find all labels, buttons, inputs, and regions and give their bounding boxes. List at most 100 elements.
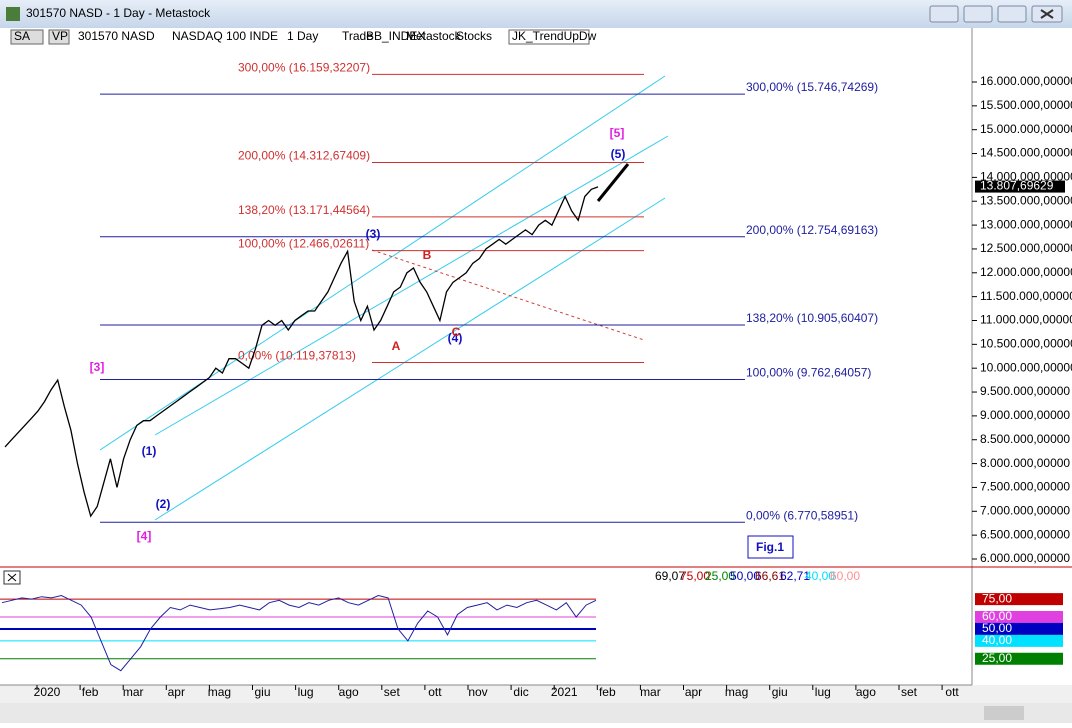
- x-tick-label: mar: [123, 685, 144, 699]
- x-tick-label: feb: [82, 685, 99, 699]
- y-tick-label: 7.500.000,00000: [980, 480, 1070, 494]
- wave-label: [5]: [610, 126, 625, 140]
- x-tick-label: nov: [468, 685, 487, 699]
- x-tick-label: apr: [168, 685, 185, 699]
- indicator-value: 69,07: [655, 569, 685, 583]
- osc-level-tag: [975, 611, 1063, 624]
- scroll-thumb[interactable]: [984, 706, 1024, 720]
- x-tick-label: lug: [815, 685, 831, 699]
- x-tick-label: ott: [945, 685, 959, 699]
- osc-level-label: 25,00: [982, 651, 1012, 665]
- osc-level-tag: [975, 652, 1063, 665]
- fib-label: 100,00% (9.762,64057): [746, 366, 871, 380]
- indicator-value: 40,00: [805, 569, 835, 583]
- last-price-tag: [975, 180, 1065, 193]
- wave-label: (5): [611, 147, 626, 161]
- y-tick-label: 9.500.000,00000: [980, 384, 1070, 398]
- y-tick-label: 14.000.000,00000: [980, 170, 1072, 184]
- y-tick-label: 11.000.000,00000: [980, 313, 1072, 327]
- fib-label: 100,00% (12.466,02611): [238, 237, 369, 251]
- oscillator-line: [1, 594, 597, 672]
- y-tick-label: 9.000.000,00000: [980, 408, 1070, 422]
- fib-label: 0,00% (6.770,58951): [746, 508, 858, 522]
- toolbar-item[interactable]: VP: [52, 29, 68, 43]
- x-tick-label: set: [901, 685, 918, 699]
- y-tick-label: 6.000.000,00000: [980, 551, 1070, 565]
- osc-level-tag: [975, 593, 1063, 606]
- osc-level-label: 60,00: [982, 609, 1012, 623]
- x-tick-label: lug: [298, 685, 314, 699]
- toolbar-item[interactable]: SA: [14, 29, 30, 43]
- indicator-value: 60,00: [830, 569, 860, 583]
- indicator-value: 75,00: [680, 569, 710, 583]
- y-tick-label: 8.000.000,00000: [980, 456, 1070, 470]
- restore-button[interactable]: [929, 5, 959, 23]
- y-tick-label: 13.500.000,00000: [980, 193, 1072, 207]
- indicator-value: 25,00: [705, 569, 735, 583]
- wave-label: [4]: [137, 529, 152, 543]
- app-icon: [6, 7, 20, 21]
- indicator-value: 66,61: [755, 569, 785, 583]
- scrollbar[interactable]: [0, 703, 1072, 723]
- fib-label: 138,20% (10.905,60407): [746, 311, 878, 325]
- last-price-label: 13.807,69629: [980, 179, 1054, 193]
- y-tick-label: 15.500.000,00000: [980, 98, 1072, 112]
- x-tick-label: mag: [725, 685, 748, 699]
- toolbar-item[interactable]: 301570 NASD: [78, 29, 155, 43]
- fib-label: 200,00% (12.754,69163): [746, 223, 878, 237]
- osc-level-label: 50,00: [982, 621, 1012, 635]
- fib-label: 300,00% (15.746,74269): [746, 80, 878, 94]
- fib-label: 200,00% (14.312,67409): [238, 149, 370, 163]
- y-tick-label: 16.000.000,00000: [980, 74, 1072, 88]
- wave-label: (1): [142, 444, 157, 458]
- window-buttons: [929, 5, 1063, 23]
- y-tick-label: 10.500.000,00000: [980, 337, 1072, 351]
- y-tick-label: 7.000.000,00000: [980, 503, 1070, 517]
- annotation-box: [747, 535, 794, 559]
- maximize-button[interactable]: [997, 5, 1027, 23]
- x-tick-label: 2020: [34, 685, 61, 699]
- wave-label: (2): [156, 497, 171, 511]
- indicator-value: 62,71: [780, 569, 810, 583]
- wave-label: [3]: [90, 360, 105, 374]
- toolbar-item[interactable]: Stocks: [456, 29, 492, 43]
- price-line: [4, 186, 599, 518]
- y-tick-label: 10.000.000,00000: [980, 360, 1072, 374]
- y-tick-label: 12.500.000,00000: [980, 241, 1072, 255]
- toolbar-box[interactable]: [10, 29, 44, 45]
- toolbar-box[interactable]: [508, 29, 590, 45]
- wave-label: A: [392, 339, 401, 353]
- wave-label: (4): [448, 331, 463, 345]
- y-tick-label: 15.000.000,00000: [980, 122, 1072, 136]
- x-tick-label: dic: [513, 685, 528, 699]
- toolbar-item[interactable]: NASDAQ 100 INDE: [172, 29, 278, 43]
- x-tick-label: apr: [685, 685, 702, 699]
- toolbar-box[interactable]: [48, 29, 70, 45]
- fib-label: 300,00% (16.159,32207): [238, 61, 370, 75]
- osc-level-tag: [975, 622, 1063, 635]
- indicator-value: 50,00: [730, 569, 760, 583]
- fib-label: 0,00% (10.119,37813): [238, 349, 356, 363]
- toolbar-item[interactable]: Metastock: [406, 29, 462, 43]
- minimize-button[interactable]: [963, 5, 993, 23]
- x-tick-label: 2021: [551, 685, 578, 699]
- annotation: Fig.1: [756, 540, 784, 554]
- y-tick-label: 14.500.000,00000: [980, 146, 1072, 160]
- toolbar-item[interactable]: 1 Day: [287, 29, 318, 43]
- wave-label: (3): [366, 227, 381, 241]
- x-tick-label: giu: [772, 685, 788, 699]
- x-tick-label: mag: [208, 685, 231, 699]
- toolbar-item[interactable]: JK_TrendUpDw: [512, 29, 597, 43]
- toolbar-item[interactable]: Trade: [342, 29, 373, 43]
- x-tick-label: ago: [339, 685, 359, 699]
- y-tick-label: 11.500.000,00000: [980, 289, 1072, 303]
- fib-label: 138,20% (13.171,44564): [238, 203, 370, 217]
- wave-label: C: [452, 325, 461, 339]
- x-tick-label: set: [384, 685, 401, 699]
- osc-level-label: 75,00: [982, 591, 1012, 605]
- toolbar-item[interactable]: BB_INDEX: [366, 29, 425, 43]
- y-tick-label: 8.500.000,00000: [980, 432, 1070, 446]
- y-tick-label: 12.000.000,00000: [980, 265, 1072, 279]
